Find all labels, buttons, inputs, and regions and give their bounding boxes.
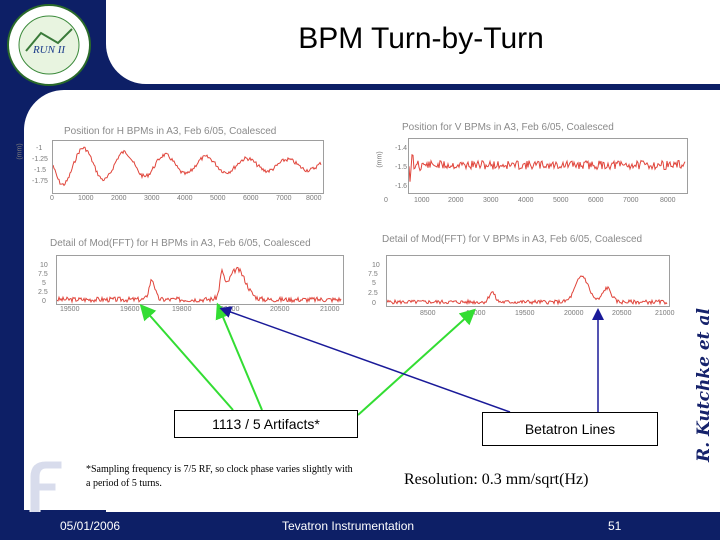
v-pos-xtick: 5000 [553,197,569,204]
arrow-betatron-1 [219,306,511,413]
callout-artifacts: 1113 / 5 Artifacts* [174,410,358,438]
arrow-artifact-2 [215,302,263,411]
h-pos-xtick: 0 [50,195,54,202]
v-fft-ytick: 2.5 [368,290,378,297]
arrow-artifact-3 [357,308,476,416]
h-fft-ytick: 0 [42,298,46,305]
h-pos-xtick: 3000 [144,195,160,202]
v-pos-plot [408,138,688,194]
h-pos-ytick: -1.75 [32,178,48,185]
signature-text: R. Kutchke et al [694,308,714,462]
v-fft-xtick: 20000 [564,310,584,317]
v-pos-xtick: 2000 [448,197,464,204]
v-fft-plot [386,255,670,307]
footer-date: 05/01/2006 [60,519,121,533]
h-pos-ytick: -1.5 [34,167,47,174]
h-fft-xtick: 19500 [60,306,80,313]
h-pos-xtick: 1000 [78,195,94,202]
h-fft-ytick: 7.5 [38,271,48,278]
v-pos-xtick: 4000 [518,197,534,204]
slide-footer: 05/01/2006 Tevatron Instrumentation 51 [0,512,720,540]
v-pos-ytick: -1.5 [395,164,408,171]
v-pos-xtick: 8000 [660,197,676,204]
h-fft-xtick: 20500 [270,306,290,313]
h-pos-xtick: 2000 [111,195,127,202]
h-fft-title: Detail of Mod(FFT) for H BPMs in A3, Feb… [50,238,311,249]
h-pos-xtick: 5000 [210,195,226,202]
h-pos-xtick: 7000 [276,195,292,202]
h-fft-trace [56,266,342,304]
h-pos-xtick: 4000 [177,195,193,202]
h-fft-xtick: 21000 [320,306,340,313]
h-fft-xtick: 19800 [172,306,192,313]
v-fft-xtick: 20500 [612,310,632,317]
v-fft-ytick: 5 [372,280,376,287]
v-pos-ytick: -1.4 [395,145,408,152]
h-pos-ytick: -1.25 [32,156,48,163]
h-pos-ytick: -1 [36,145,43,152]
v-pos-xtick: 6000 [588,197,604,204]
footnote: *Sampling frequency is 7/5 RF, so clock … [86,464,353,489]
v-pos-xtick: 1000 [414,197,430,204]
resolution-text: Resolution: 0.3 mm/sqrt(Hz) [404,471,589,488]
callout-betatron: Betatron Lines [482,412,658,446]
h-fft-ytick: 2.5 [38,289,48,296]
v-fft-xtick: 8500 [420,310,436,317]
h-fft-ytick: 5 [42,280,46,287]
v-fft-xtick: 19500 [515,310,535,317]
footer-center: Tevatron Instrumentation [282,519,415,533]
h-pos-title: Position for H BPMs in A3, Feb 6/05, Coa… [64,126,277,137]
h-fft-ytick: 10 [40,262,48,269]
title-area [106,0,720,84]
v-fft-ytick: 10 [372,262,380,269]
v-pos-title: Position for V BPMs in A3, Feb 6/05, Coa… [402,122,614,133]
arrow-artifact-1 [139,303,234,411]
v-pos-xtick: 3000 [483,197,499,204]
slide-title: BPM Turn-by-Turn [298,22,544,55]
logo-text: RUN II [32,44,66,56]
v-fft-title: Detail of Mod(FFT) for V BPMs in A3, Feb… [382,234,643,245]
v-pos-xtick: 7000 [623,197,639,204]
v-fft-ytick: 0 [372,300,376,307]
h-fft-xtick: 19600 [120,306,140,313]
h-pos-xtick: 8000 [306,195,322,202]
fermilab-logo [29,460,63,525]
h-fft-plot [56,255,344,305]
run-ii-logo: RUN II [7,4,91,86]
v-pos-ytick: -1.6 [395,183,408,190]
v-pos-trace [408,154,686,182]
v-fft-trace [386,275,668,306]
v-pos-xtick: 0 [384,197,388,204]
footer-page: 51 [608,519,622,533]
v-fft-ytick: 7.5 [368,271,378,278]
h-pos-trace [52,146,322,187]
signature: R. Kutchke et al [684,300,714,480]
v-fft-xtick: 21000 [655,310,675,317]
h-pos-xtick: 6000 [243,195,259,202]
h-pos-plot [52,140,324,194]
